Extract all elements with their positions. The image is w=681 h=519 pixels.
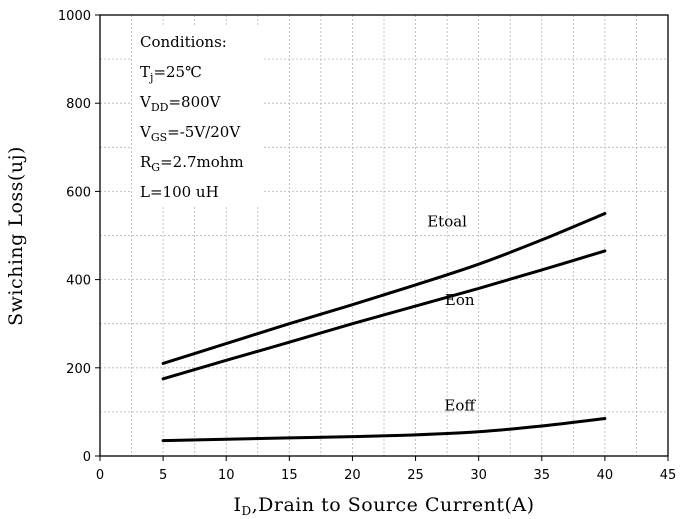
conditions-box: Conditions: Tj=25℃ VDD=800V VGS=-5V/20V RG=2… — [132, 25, 264, 207]
x-tick-label: 25 — [407, 468, 424, 483]
conditions-background — [132, 25, 264, 207]
x-axis-title-text: ,Drain to Source Current(A) — [252, 494, 535, 516]
series-label-eoff: Eoff — [444, 397, 476, 415]
y-tick-label: 0 — [83, 450, 91, 465]
condition-line: Conditions: — [140, 33, 227, 51]
x-tick-label: 5 — [159, 468, 167, 483]
x-tick-label: 30 — [470, 468, 487, 483]
y-axis-title: Swiching Loss(uj) — [5, 146, 27, 326]
y-tick-label: 1000 — [58, 9, 91, 24]
series-line-eoff — [161, 417, 607, 443]
condition-line: RG=2.7mohm — [140, 153, 244, 174]
condition-line: Tj=25℃ — [140, 63, 202, 84]
x-tick-label: 45 — [660, 468, 677, 483]
plot-frame — [99, 14, 669, 457]
series-lines — [161, 211, 607, 443]
grid — [100, 15, 668, 456]
x-tick-label: 10 — [218, 468, 235, 483]
series-labels: Etoal Eon Eoff — [427, 213, 476, 415]
axes — [95, 14, 669, 461]
x-axis-title-subscript: D — [241, 504, 251, 518]
series-label-eon: Eon — [445, 291, 475, 309]
x-tick-label: 0 — [96, 468, 104, 483]
x-tick-label: 35 — [534, 468, 551, 483]
y-tick-label: 800 — [66, 97, 91, 112]
tick-labels: 0 5 10 15 20 25 30 35 40 45 0 200 400 600 800 1000 — [58, 9, 676, 483]
condition-line: L=100 uH — [140, 183, 219, 201]
y-tick-label: 200 — [66, 362, 91, 377]
x-tick-label: 40 — [597, 468, 614, 483]
series-line-eon — [161, 249, 607, 381]
y-tick-label: 400 — [66, 274, 91, 289]
series-label-etoal: Etoal — [427, 213, 467, 231]
x-axis-title-symbol: I — [233, 494, 241, 516]
condition-line: VGS=-5V/20V — [139, 123, 241, 144]
y-tick-label: 600 — [66, 185, 91, 200]
series-line-etoal — [161, 211, 607, 365]
x-tick-label: 15 — [281, 468, 298, 483]
x-tick-label: 20 — [344, 468, 361, 483]
condition-line: VDD=800V — [139, 93, 222, 114]
x-axis-title: ID,Drain to Source Current(A) — [233, 494, 534, 518]
